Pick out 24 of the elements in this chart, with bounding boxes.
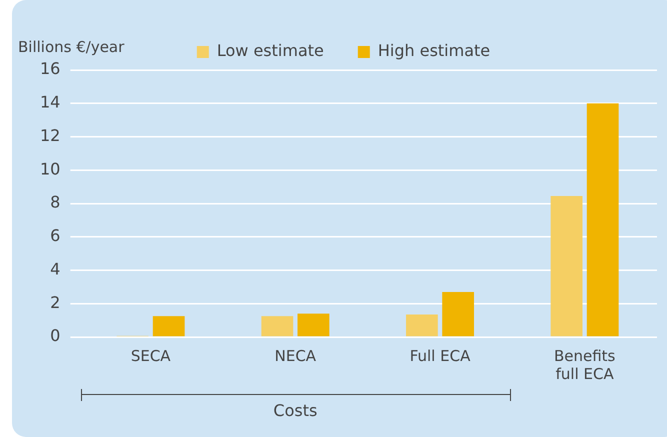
y-tick-label: 16	[40, 59, 60, 78]
bar	[442, 292, 474, 336]
x-tick-label: SECA	[130, 346, 172, 365]
legend-label: High estimate	[378, 41, 490, 60]
x-tick-label: NECA	[274, 346, 317, 365]
y-tick-label: 2	[50, 292, 60, 312]
y-tick-label: 14	[40, 92, 60, 112]
bar	[586, 103, 619, 336]
text: Costs	[273, 401, 318, 420]
y-axis-title: Billions €/year	[18, 38, 124, 56]
legend-label: Low estimate	[216, 41, 324, 60]
x-tick-label: Benefits full ECA	[554, 346, 616, 383]
bar	[406, 314, 438, 336]
bar	[298, 314, 330, 336]
y-tick-label: 10	[40, 159, 60, 178]
y-tick-label: 0	[50, 326, 60, 346]
x-tick-label: Full ECA	[410, 346, 472, 365]
y-tick-label: 4	[50, 259, 60, 278]
bar	[152, 316, 185, 336]
bar	[550, 196, 582, 336]
y-tick-label: 12	[40, 126, 60, 145]
y-tick-label: 6	[50, 226, 60, 246]
y-tick-label: 8	[50, 192, 60, 212]
bar	[261, 316, 294, 336]
